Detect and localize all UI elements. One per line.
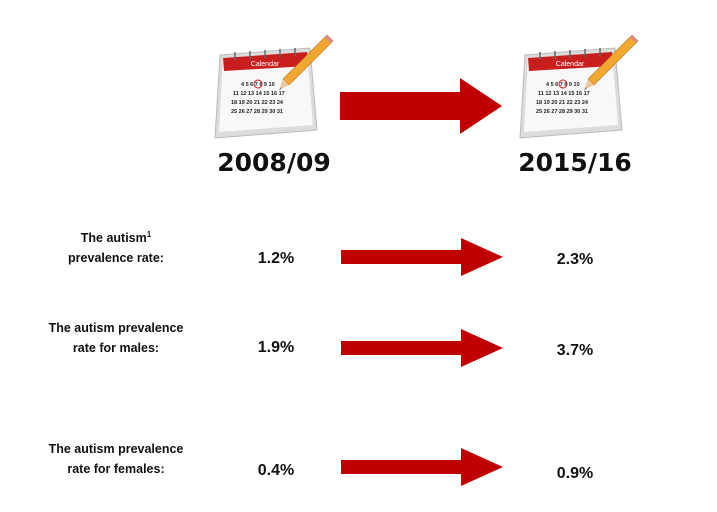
calendar-row: 18 19 20 21 22 23 24 xyxy=(536,100,589,106)
calendar-row: 11 12 13 14 15 16 17 xyxy=(233,91,285,97)
calendar-icon: Calendar 4 5 6 7 8 9 10 11 12 13 14 15 1… xyxy=(214,34,334,139)
calendar-header: Calendar xyxy=(251,61,280,68)
row-arrow xyxy=(341,238,503,276)
calendar-row: 18 19 20 21 22 23 24 xyxy=(231,100,284,106)
value-to-overall: 2.3% xyxy=(556,251,594,268)
period-arrow xyxy=(340,78,502,134)
pencil-icon xyxy=(584,34,639,90)
calendar-row: 25 26 27 28 29 30 31 xyxy=(231,109,283,115)
period-from-label: 2008/09 xyxy=(217,148,331,177)
row-label-males: The autism prevalence rate for males: xyxy=(48,321,184,355)
calendar-row: 4 5 6 7 8 9 10 xyxy=(241,82,275,88)
row-arrow xyxy=(341,329,503,367)
calendar-header: Calendar xyxy=(556,61,585,68)
pencil-icon xyxy=(279,34,334,90)
calendar-row: 4 5 6 7 8 9 10 xyxy=(546,82,580,88)
value-from-males: 1.9% xyxy=(257,339,295,356)
row-label-overall: The autism1 prevalence rate: xyxy=(68,229,164,265)
calendar-row: 11 12 13 14 15 16 17 xyxy=(538,91,590,97)
period-to-label: 2015/16 xyxy=(518,148,632,177)
row-label-females: The autism prevalence rate for females: xyxy=(48,442,184,476)
calendar-icon: Calendar 4 5 6 7 8 9 10 11 12 13 14 15 1… xyxy=(519,34,639,139)
calendar-row: 25 26 27 28 29 30 31 xyxy=(536,109,588,115)
row-arrow xyxy=(341,448,503,486)
value-from-overall: 1.2% xyxy=(257,250,295,267)
value-to-males: 3.7% xyxy=(556,342,594,359)
value-from-females: 0.4% xyxy=(257,462,295,479)
value-to-females: 0.9% xyxy=(556,465,594,482)
footnote-marker: 1 xyxy=(146,229,152,239)
